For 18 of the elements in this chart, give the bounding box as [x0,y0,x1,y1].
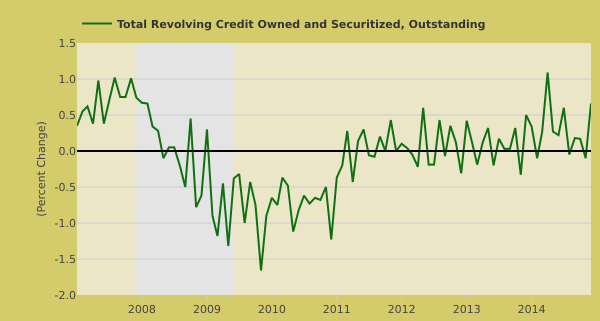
y-axis-title: (Percent Change) [35,121,48,217]
x-tick-label: 2008 [128,303,156,316]
y-tick-label: -2.0 [54,288,76,302]
y-tick-label: -1.5 [54,252,76,266]
line-series [77,72,591,272]
x-tick-label: 2013 [452,303,481,316]
legend-label: Total Revolving Credit Owned and Securitized, Outstanding [117,18,486,31]
y-tick-label: 0.5 [58,108,76,122]
y-tick-label: 0.0 [58,144,76,158]
y-tick-label: 1.5 [58,36,76,50]
x-tick-label: 2012 [388,303,416,316]
x-tick-label: 2014 [518,303,546,316]
y-tick-label: -1.0 [54,216,76,230]
y-tick-label: 1.0 [58,72,76,86]
x-tick-label: 2009 [192,303,221,316]
x-tick-label: 2010 [258,303,286,316]
x-tick-label: 2011 [322,303,351,316]
y-tick-label: -0.5 [54,180,76,194]
